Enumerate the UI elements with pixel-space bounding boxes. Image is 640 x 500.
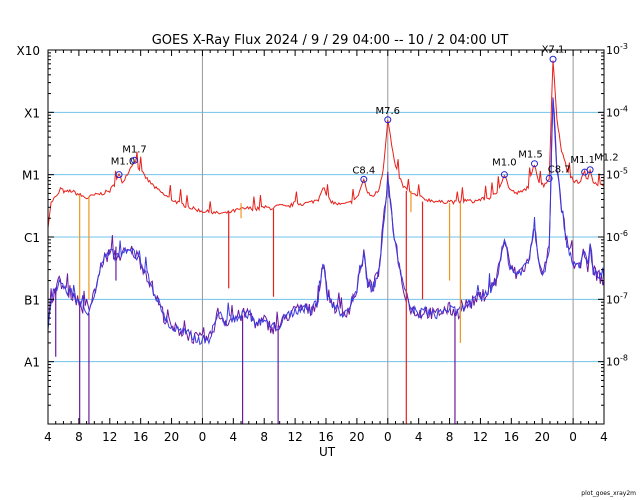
x-tick-label: 8 [75,430,83,444]
flare-label: C8.7 [548,164,571,175]
y-flux-label-base: 10 [606,44,620,57]
plot-credit: plot_goes_xray2m [581,490,636,497]
x-tick-label: 4 [230,430,238,444]
y-axis-class-labels: X10 X1 M1 C1 B1 A1 [17,44,604,406]
y-flux-label-base: 10 [606,169,620,182]
x-tick-label: 12 [287,430,302,444]
flare-label: M1.7 [122,144,147,155]
x-tick-label: 12 [473,430,488,444]
flare-marker [115,171,123,179]
flare-label: M1.0 [492,158,517,169]
y-class-label: C1 [24,231,40,245]
series-short-channel [47,98,605,346]
series-long-channel [47,60,605,228]
y-flux-label: 10-7 [606,291,628,306]
flare-marker [531,160,538,168]
day-boundary-lines [201,50,574,424]
y-flux-label: 10-6 [606,229,628,244]
flare-label: C8.4 [352,165,375,176]
flare-label: M7.6 [376,106,401,117]
x-tick-label: 16 [504,430,519,444]
flare-annotations: M1.0M1.7C8.4M7.6M1.0M1.5C8.7X7.1M1.1 M1.2 [111,44,619,183]
flare-label: M1.5 [518,150,543,161]
y-class-label: A1 [24,356,40,370]
y-flux-label-exponent: -5 [620,167,628,176]
x-tick-label: 20 [164,430,179,444]
flare-marker [545,174,553,182]
gridlines [48,49,604,363]
x-tick-label: 8 [260,430,268,444]
x-tick-label: 0 [569,430,577,444]
y-class-label: X10 [17,44,41,58]
x-tick-label: 20 [349,430,364,444]
y-class-label: B1 [24,293,40,307]
y-flux-label-exponent: -4 [620,104,628,113]
x-tick-label: 0 [384,430,392,444]
flare-marker [360,175,368,183]
y-class-label: X1 [24,106,40,120]
flare-marker [500,171,508,179]
y-flux-label: 10-3 [606,42,628,57]
x-tick-label: 20 [535,430,550,444]
series-short-channel-shadow [47,97,605,345]
y-flux-label-exponent: -3 [620,42,628,51]
x-tick-label: 4 [415,430,423,444]
x-tick-label: 8 [446,430,454,444]
flare-label: M1.0 [111,157,136,168]
flare-label: M1.2 [594,153,619,164]
flare-label: M1.1 [570,155,595,166]
x-tick-label: 0 [199,430,207,444]
flare-marker [384,116,392,124]
y-flux-label-base: 10 [606,231,620,244]
y-flux-label: 10-8 [606,354,628,369]
y-flux-label-exponent: -7 [620,291,628,300]
y-axis-flux-labels: 10-310-410-510-610-710-8 [598,42,628,369]
x-tick-label: 12 [102,430,117,444]
y-flux-label-exponent: -8 [620,354,628,363]
flare-marker [586,166,594,174]
y-flux-label-base: 10 [606,106,620,119]
y-flux-label-exponent: -6 [620,229,628,238]
y-class-label: M1 [22,169,40,183]
flare-marker [130,156,138,164]
x-axis-label: UT [319,445,336,459]
y-flux-label-base: 10 [606,356,620,369]
x-tick-label: 16 [318,430,333,444]
x-axis: 4 8 12 16 20 0 4 8 12 16 20 0 4 8 12 16 20 0 4 [44,50,608,444]
flare-marker [549,55,557,63]
y-flux-label: 10-4 [606,104,628,119]
y-flux-label-base: 10 [606,293,620,306]
series-layer [47,60,605,424]
x-tick-label: 16 [133,430,148,444]
y-flux-label: 10-5 [606,167,628,182]
chart-title: GOES X-Ray Flux 2024 / 9 / 29 04:00 -- 1… [152,33,509,48]
x-tick-label: 4 [600,430,608,444]
x-tick-label: 4 [44,430,52,444]
